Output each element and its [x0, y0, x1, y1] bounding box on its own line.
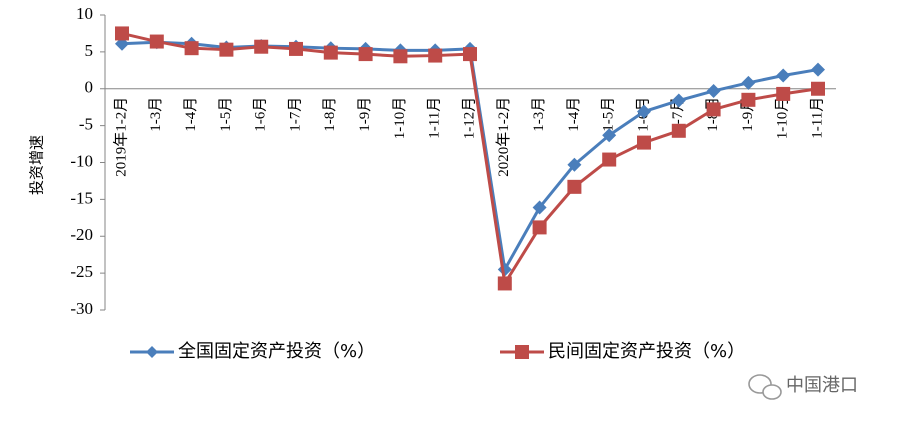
point: [602, 128, 617, 143]
x-tick-label: 1-3月: [531, 97, 547, 132]
point: [146, 346, 158, 358]
point: [515, 345, 529, 359]
point: [637, 104, 651, 119]
y-tick-label: 10: [76, 4, 93, 23]
y-tick-label: -10: [70, 151, 93, 170]
point: [602, 152, 617, 167]
point: [115, 26, 129, 41]
y-tick-label: -20: [70, 225, 93, 244]
point: [358, 47, 373, 62]
x-tick-label: 1-7月: [287, 97, 303, 132]
point: [219, 42, 234, 57]
y-axis-label: 投资增速: [28, 135, 45, 195]
watermark: 中国港口: [786, 375, 858, 396]
point: [184, 41, 199, 56]
point: [428, 48, 443, 63]
point: [393, 49, 408, 64]
x-tick-label: 1-8月: [322, 97, 338, 132]
watermark-icon: [748, 374, 782, 400]
point: [741, 75, 756, 90]
point: [776, 86, 791, 101]
x-tick-label: 1-10月: [392, 97, 408, 140]
y-tick-label: -15: [70, 188, 93, 207]
x-tick-label: 1-11月: [809, 97, 825, 139]
point: [706, 102, 721, 117]
point: [811, 81, 825, 96]
point: [323, 45, 338, 60]
x-tick-label: 1-5月: [601, 97, 617, 132]
point: [811, 62, 825, 77]
x-tick-label: 1-4月: [566, 97, 582, 132]
x-tick-label: 1-11月: [427, 97, 443, 139]
x-tick-label: 1-6月: [253, 97, 269, 132]
x-tick-label: 1-9月: [357, 97, 373, 132]
y-tick-label: -25: [70, 262, 93, 281]
legend-label: 民间固定资产投资（%）: [548, 341, 745, 362]
point: [254, 39, 269, 54]
point: [706, 83, 721, 98]
y-tick-label: -30: [70, 299, 93, 318]
point: [532, 200, 547, 215]
point: [149, 34, 164, 49]
point: [671, 123, 686, 138]
x-tick-label: 1-12月: [461, 97, 477, 140]
point: [637, 135, 651, 150]
x-tick-label: 2020年1-2月: [495, 97, 512, 177]
x-tick-label: 1-7月: [670, 97, 686, 132]
x-tick-label: 1-10月: [775, 97, 791, 140]
y-tick-label: 5: [85, 41, 94, 60]
legend-label: 全国固定资产投资（%）: [178, 341, 375, 362]
point: [776, 68, 791, 83]
point: [532, 220, 547, 235]
x-tick-label: 1-3月: [148, 97, 164, 132]
point: [497, 276, 512, 291]
y-tick-label: 0: [85, 78, 94, 97]
x-tick-label: 1-4月: [183, 97, 199, 132]
point: [567, 157, 582, 172]
series-line: [121, 31, 819, 285]
x-tick-label: 2019年1-2月: [112, 97, 129, 177]
point: [289, 41, 303, 56]
point: [671, 93, 686, 108]
point: [741, 92, 756, 107]
point: [567, 179, 582, 194]
y-tick-label: -5: [79, 115, 93, 134]
point: [463, 47, 477, 62]
series-line: [121, 40, 819, 271]
x-tick-label: 1-5月: [218, 97, 234, 132]
